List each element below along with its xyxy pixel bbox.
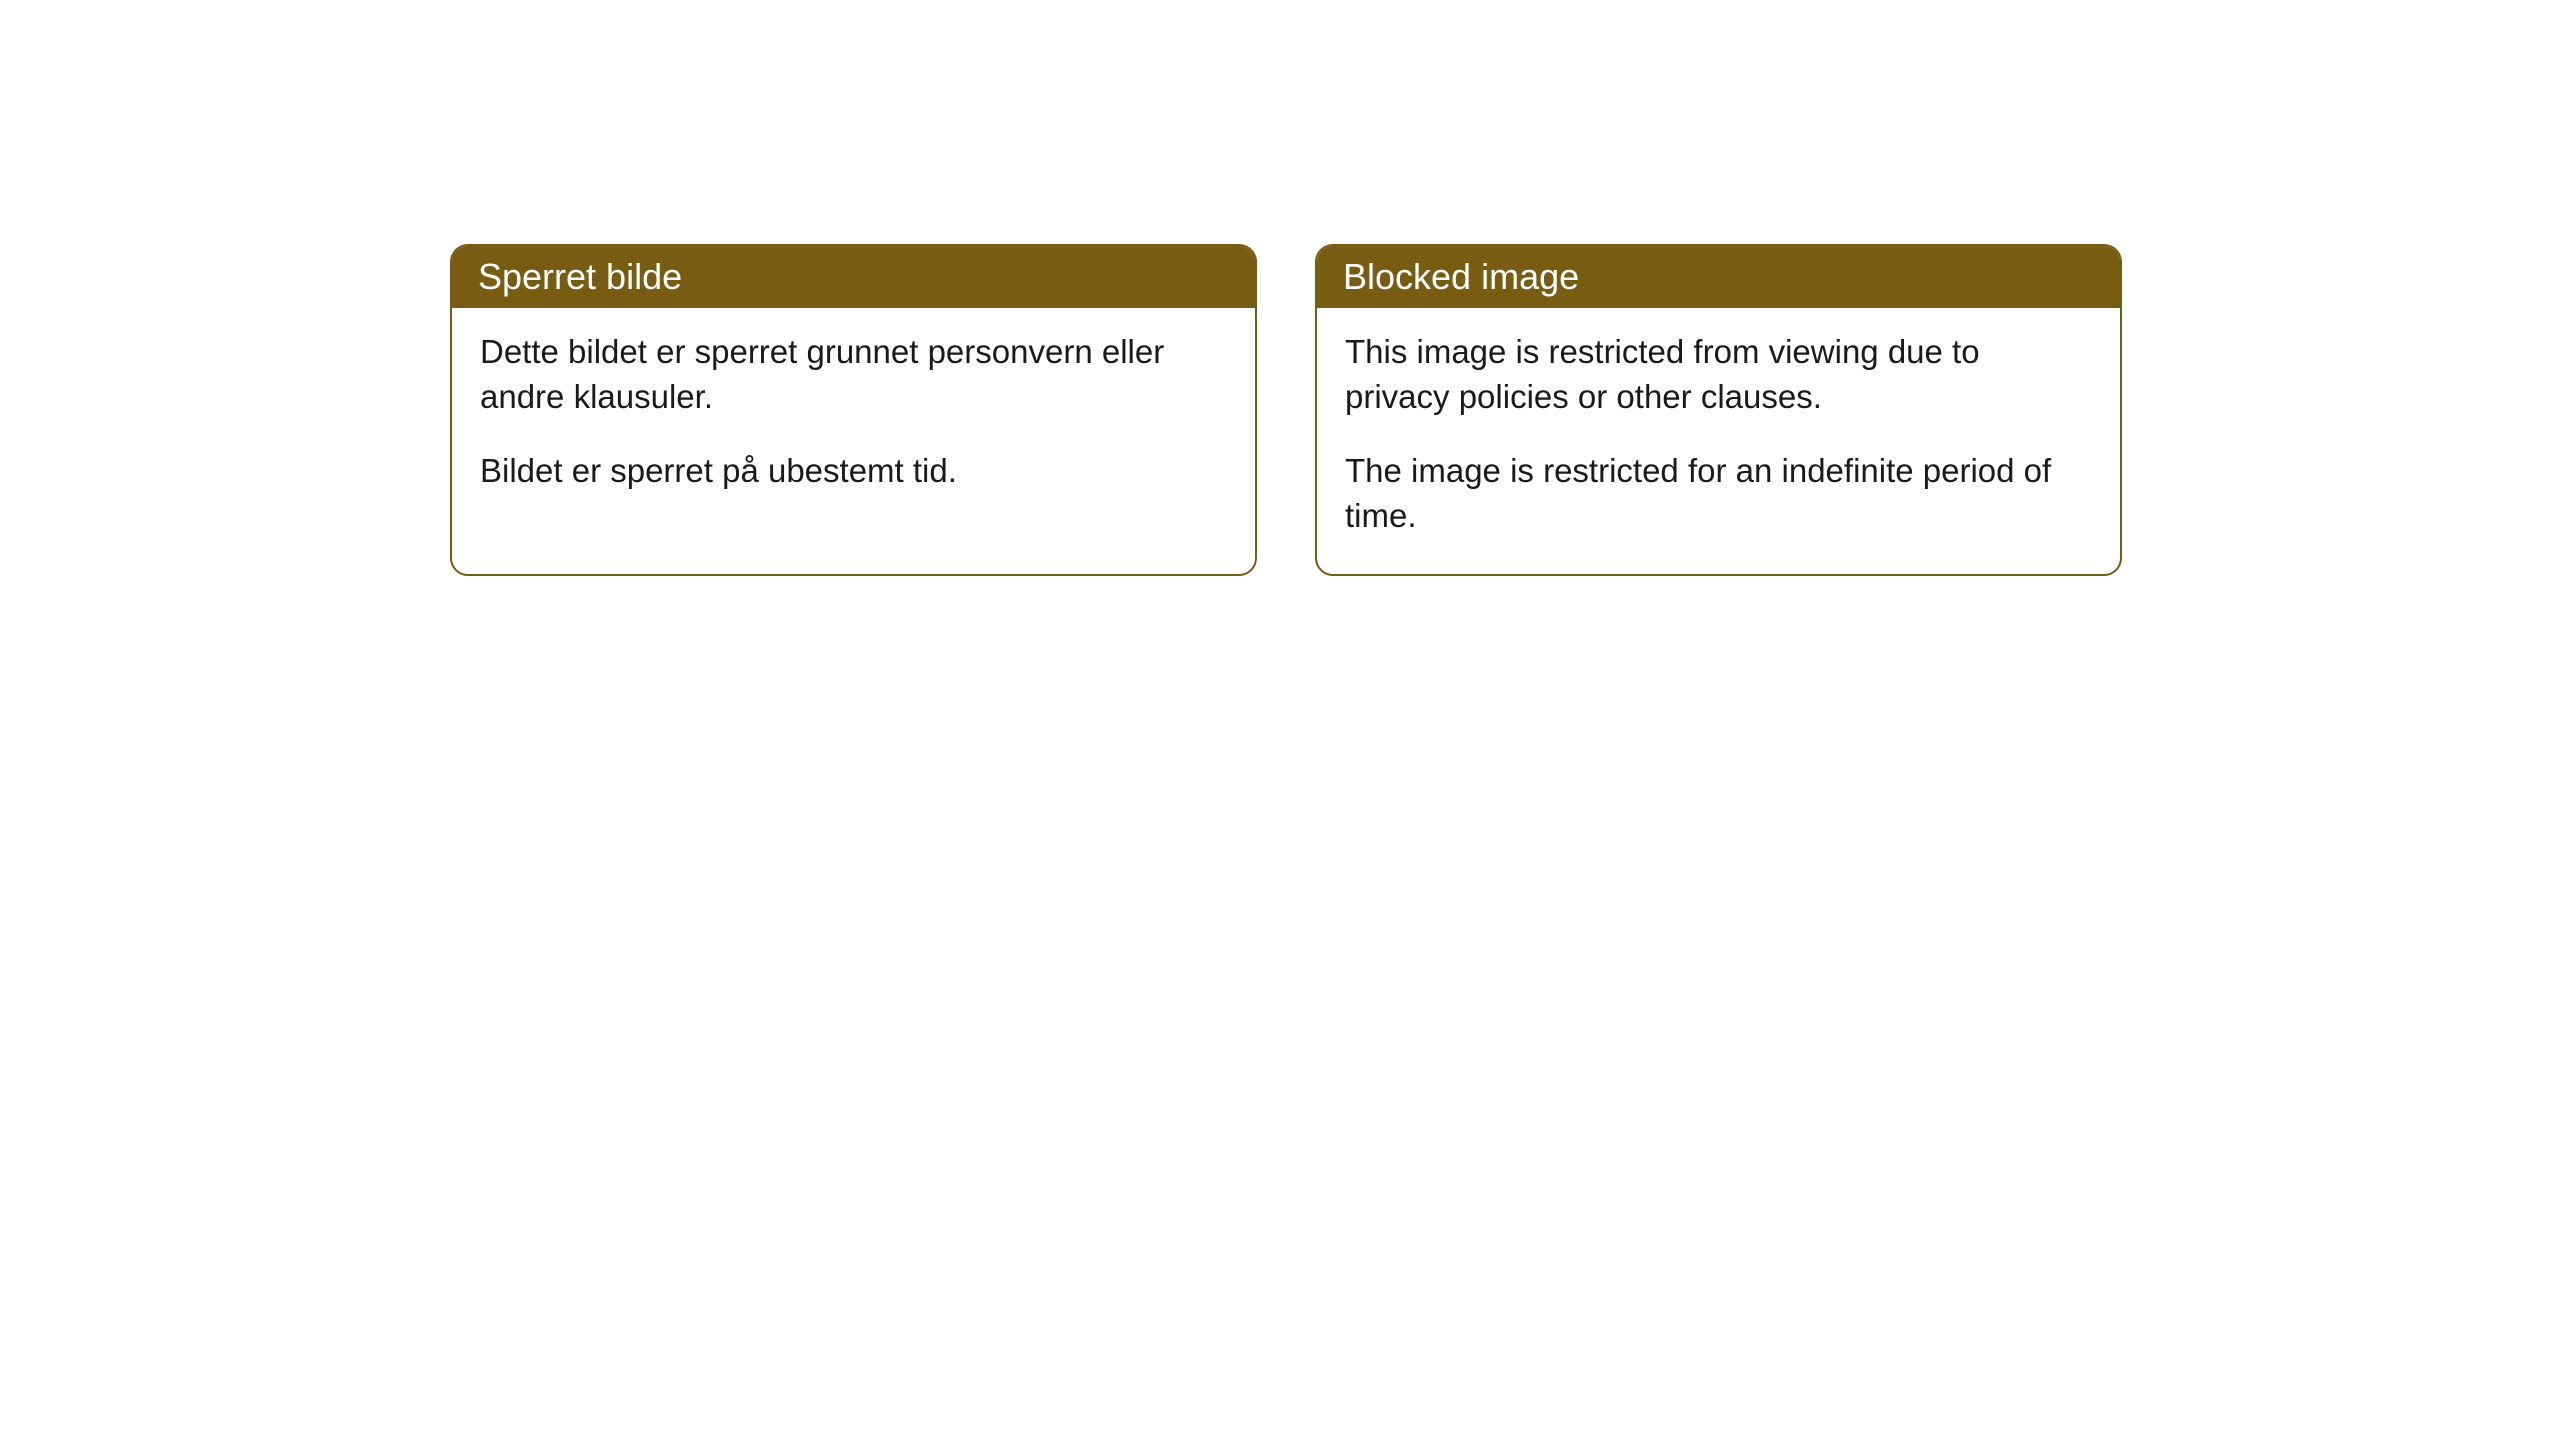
card-header-english: Blocked image <box>1317 246 2120 308</box>
card-body-english: This image is restricted from viewing du… <box>1317 308 2120 574</box>
notice-text-norwegian-2: Bildet er sperret på ubestemt tid. <box>480 449 1227 494</box>
notice-card-norwegian: Sperret bilde Dette bildet er sperret gr… <box>450 244 1257 576</box>
notice-container: Sperret bilde Dette bildet er sperret gr… <box>450 244 2122 576</box>
notice-text-english-2: The image is restricted for an indefinit… <box>1345 449 2092 538</box>
notice-text-norwegian-1: Dette bildet er sperret grunnet personve… <box>480 330 1227 419</box>
notice-text-english-1: This image is restricted from viewing du… <box>1345 330 2092 419</box>
card-body-norwegian: Dette bildet er sperret grunnet personve… <box>452 308 1255 530</box>
notice-card-english: Blocked image This image is restricted f… <box>1315 244 2122 576</box>
card-header-norwegian: Sperret bilde <box>452 246 1255 308</box>
